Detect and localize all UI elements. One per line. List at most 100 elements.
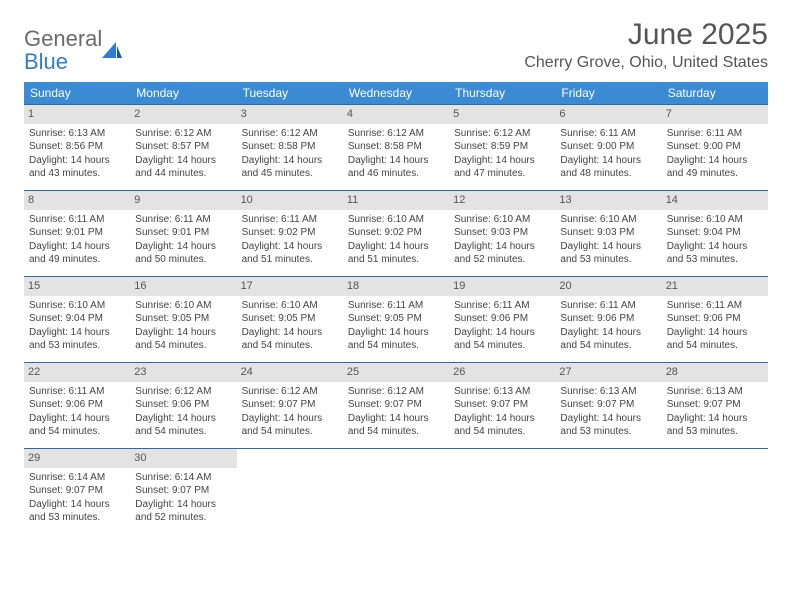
day-number: 6 (555, 105, 661, 124)
sunset-text: Sunset: 9:04 PM (29, 312, 125, 326)
day-number: 26 (449, 363, 555, 382)
calendar-cell: 2Sunrise: 6:12 AMSunset: 8:57 PMDaylight… (130, 105, 236, 191)
daylight-text: Daylight: 14 hours and 54 minutes. (454, 326, 550, 353)
calendar-cell-empty (662, 449, 768, 535)
calendar-cell: 21Sunrise: 6:11 AMSunset: 9:06 PMDayligh… (662, 277, 768, 363)
sunset-text: Sunset: 9:07 PM (454, 398, 550, 412)
calendar-row: 1Sunrise: 6:13 AMSunset: 8:56 PMDaylight… (24, 105, 768, 191)
daylight-text: Daylight: 14 hours and 51 minutes. (348, 240, 444, 267)
day-number: 3 (237, 105, 343, 124)
calendar-cell: 1Sunrise: 6:13 AMSunset: 8:56 PMDaylight… (24, 105, 130, 191)
day-number: 13 (555, 191, 661, 210)
sunrise-text: Sunrise: 6:13 AM (667, 385, 763, 399)
day-number: 19 (449, 277, 555, 296)
daylight-text: Daylight: 14 hours and 53 minutes. (667, 240, 763, 267)
daylight-text: Daylight: 14 hours and 52 minutes. (454, 240, 550, 267)
weekday-header: Monday (130, 82, 236, 105)
sunset-text: Sunset: 9:06 PM (135, 398, 231, 412)
calendar-body: 1Sunrise: 6:13 AMSunset: 8:56 PMDaylight… (24, 105, 768, 535)
calendar-cell: 25Sunrise: 6:12 AMSunset: 9:07 PMDayligh… (343, 363, 449, 449)
sunset-text: Sunset: 8:58 PM (242, 140, 338, 154)
sunrise-text: Sunrise: 6:11 AM (29, 385, 125, 399)
sunset-text: Sunset: 9:02 PM (348, 226, 444, 240)
calendar-cell: 22Sunrise: 6:11 AMSunset: 9:06 PMDayligh… (24, 363, 130, 449)
sunrise-text: Sunrise: 6:10 AM (135, 299, 231, 313)
calendar-cell: 14Sunrise: 6:10 AMSunset: 9:04 PMDayligh… (662, 191, 768, 277)
sunrise-text: Sunrise: 6:12 AM (348, 127, 444, 141)
daylight-text: Daylight: 14 hours and 43 minutes. (29, 154, 125, 181)
sunrise-text: Sunrise: 6:12 AM (242, 385, 338, 399)
sunset-text: Sunset: 9:03 PM (560, 226, 656, 240)
sunrise-text: Sunrise: 6:11 AM (667, 127, 763, 141)
daylight-text: Daylight: 14 hours and 44 minutes. (135, 154, 231, 181)
calendar-cell-empty (343, 449, 449, 535)
sunset-text: Sunset: 9:07 PM (560, 398, 656, 412)
day-number: 27 (555, 363, 661, 382)
daylight-text: Daylight: 14 hours and 54 minutes. (348, 326, 444, 353)
calendar-cell: 19Sunrise: 6:11 AMSunset: 9:06 PMDayligh… (449, 277, 555, 363)
day-number: 5 (449, 105, 555, 124)
daylight-text: Daylight: 14 hours and 47 minutes. (454, 154, 550, 181)
calendar-cell: 12Sunrise: 6:10 AMSunset: 9:03 PMDayligh… (449, 191, 555, 277)
sunset-text: Sunset: 9:07 PM (135, 484, 231, 498)
sunset-text: Sunset: 8:58 PM (348, 140, 444, 154)
weekday-header-row: Sunday Monday Tuesday Wednesday Thursday… (24, 82, 768, 105)
calendar-cell: 27Sunrise: 6:13 AMSunset: 9:07 PMDayligh… (555, 363, 661, 449)
day-number: 29 (24, 449, 130, 468)
sunrise-text: Sunrise: 6:12 AM (135, 385, 231, 399)
calendar-cell: 5Sunrise: 6:12 AMSunset: 8:59 PMDaylight… (449, 105, 555, 191)
weekday-header: Sunday (24, 82, 130, 105)
calendar-cell-empty (237, 449, 343, 535)
sunrise-text: Sunrise: 6:12 AM (242, 127, 338, 141)
day-number: 7 (662, 105, 768, 124)
calendar-row: 15Sunrise: 6:10 AMSunset: 9:04 PMDayligh… (24, 277, 768, 363)
calendar-cell: 26Sunrise: 6:13 AMSunset: 9:07 PMDayligh… (449, 363, 555, 449)
daylight-text: Daylight: 14 hours and 48 minutes. (560, 154, 656, 181)
calendar-cell: 4 Sunrise: 6:12 AMSunset: 8:58 PMDaylight… (343, 105, 449, 191)
sunrise-text: Sunrise: 6:10 AM (348, 213, 444, 227)
calendar-cell: 11Sunrise: 6:10 AMSunset: 9:02 PMDayligh… (343, 191, 449, 277)
day-number: 24 (237, 363, 343, 382)
day-number: 8 (24, 191, 130, 210)
day-number: 4 (343, 105, 449, 124)
day-number: 12 (449, 191, 555, 210)
sunset-text: Sunset: 9:07 PM (348, 398, 444, 412)
calendar-cell-empty (449, 449, 555, 535)
daylight-text: Daylight: 14 hours and 46 minutes. (348, 154, 444, 181)
sunrise-text: Sunrise: 6:10 AM (667, 213, 763, 227)
daylight-text: Daylight: 14 hours and 54 minutes. (348, 412, 444, 439)
daylight-text: Daylight: 14 hours and 53 minutes. (667, 412, 763, 439)
sunset-text: Sunset: 9:00 PM (560, 140, 656, 154)
sunset-text: Sunset: 9:05 PM (242, 312, 338, 326)
sunrise-text: Sunrise: 6:11 AM (560, 127, 656, 141)
sunset-text: Sunset: 9:07 PM (29, 484, 125, 498)
page-header: General Blue June 2025 Cherry Grove, Ohi… (24, 18, 768, 74)
weekday-header: Saturday (662, 82, 768, 105)
calendar-cell-empty (555, 449, 661, 535)
sunrise-text: Sunrise: 6:13 AM (454, 385, 550, 399)
location-text: Cherry Grove, Ohio, United States (524, 54, 768, 72)
sunrise-text: Sunrise: 6:10 AM (560, 213, 656, 227)
calendar-cell: 28Sunrise: 6:13 AMSunset: 9:07 PMDayligh… (662, 363, 768, 449)
logo-text-general: General (24, 26, 102, 51)
daylight-text: Daylight: 14 hours and 51 minutes. (242, 240, 338, 267)
day-number: 16 (130, 277, 236, 296)
sunrise-text: Sunrise: 6:10 AM (242, 299, 338, 313)
sunset-text: Sunset: 9:06 PM (29, 398, 125, 412)
day-number: 2 (130, 105, 236, 124)
sunset-text: Sunset: 8:56 PM (29, 140, 125, 154)
weekday-header: Friday (555, 82, 661, 105)
day-number: 18 (343, 277, 449, 296)
sunset-text: Sunset: 9:06 PM (667, 312, 763, 326)
calendar-cell: 7Sunrise: 6:11 AMSunset: 9:00 PMDaylight… (662, 105, 768, 191)
sunrise-text: Sunrise: 6:10 AM (29, 299, 125, 313)
calendar-cell: 24Sunrise: 6:12 AMSunset: 9:07 PMDayligh… (237, 363, 343, 449)
daylight-text: Daylight: 14 hours and 45 minutes. (242, 154, 338, 181)
daylight-text: Daylight: 14 hours and 52 minutes. (135, 498, 231, 525)
calendar-cell: 8Sunrise: 6:11 AMSunset: 9:01 PMDaylight… (24, 191, 130, 277)
sunset-text: Sunset: 8:57 PM (135, 140, 231, 154)
title-block: June 2025 Cherry Grove, Ohio, United Sta… (524, 18, 768, 72)
logo-text-blue: Blue (24, 49, 68, 74)
daylight-text: Daylight: 14 hours and 54 minutes. (135, 412, 231, 439)
calendar-cell: 16Sunrise: 6:10 AMSunset: 9:05 PMDayligh… (130, 277, 236, 363)
